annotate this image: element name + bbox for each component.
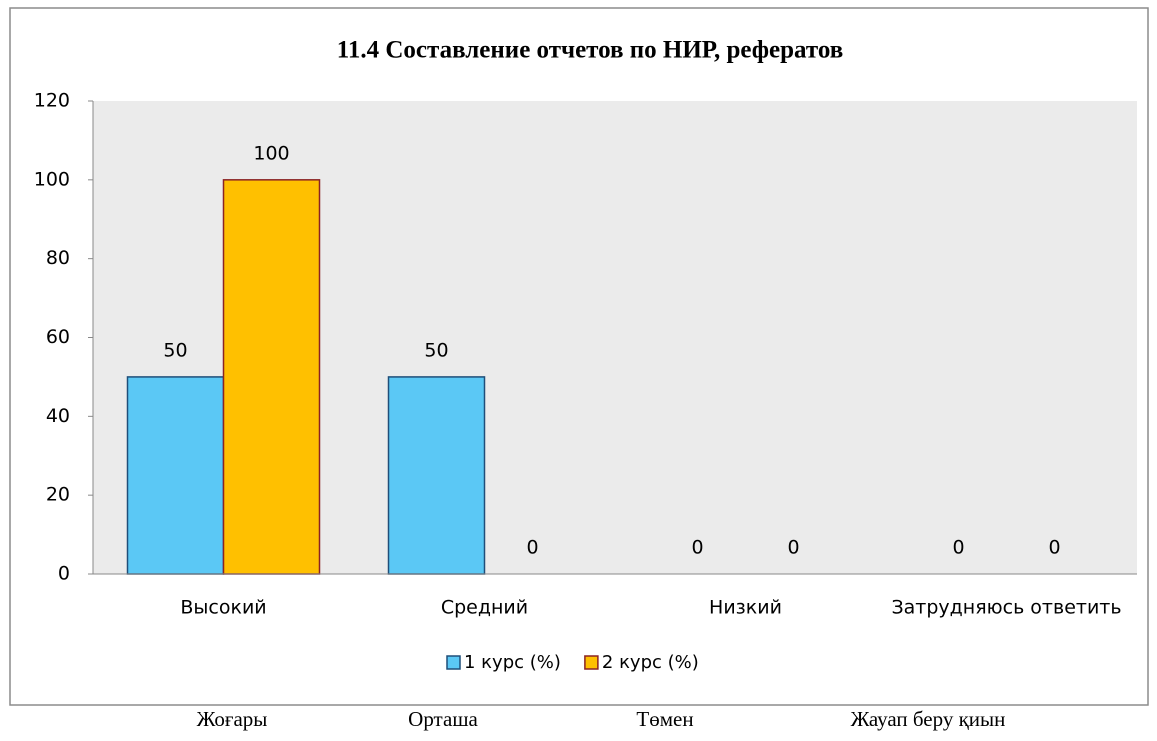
legend-label: 1 курс (%) (464, 652, 561, 673)
data-label: 50 (163, 339, 187, 361)
annotation: Төмен (636, 707, 693, 731)
y-tick-label: 40 (46, 405, 70, 427)
y-tick-label: 20 (46, 484, 70, 506)
data-label: 0 (691, 537, 703, 559)
bar (126, 376, 225, 575)
y-tick-label: 120 (34, 90, 70, 112)
x-tick-label: Средний (441, 597, 528, 619)
annotation: Жауап беру қиын (851, 707, 1006, 731)
data-label: 50 (424, 339, 448, 361)
y-tick-label: 0 (58, 563, 70, 585)
bar (387, 376, 486, 575)
x-tick-label: Низкий (709, 597, 782, 619)
bar (222, 179, 321, 575)
annotation: Орташа (408, 707, 478, 731)
x-tick-label: Затрудняюсь ответить (891, 597, 1121, 619)
data-label: 0 (952, 537, 964, 559)
chart-title: 11.4 Составление отчетов по НИР, реферат… (337, 37, 844, 64)
data-label: 100 (253, 142, 289, 164)
legend-swatch (446, 655, 461, 670)
y-tick-label: 80 (46, 247, 70, 269)
annotation: Жоғары (197, 707, 268, 731)
y-tick-label: 60 (46, 326, 70, 348)
x-tick-label: Высокий (180, 597, 266, 619)
y-tick-label: 100 (34, 168, 70, 190)
data-label: 0 (787, 537, 799, 559)
legend-swatch (584, 655, 599, 670)
legend-label: 2 курс (%) (602, 652, 699, 673)
data-label: 0 (1048, 537, 1060, 559)
data-label: 0 (526, 537, 538, 559)
